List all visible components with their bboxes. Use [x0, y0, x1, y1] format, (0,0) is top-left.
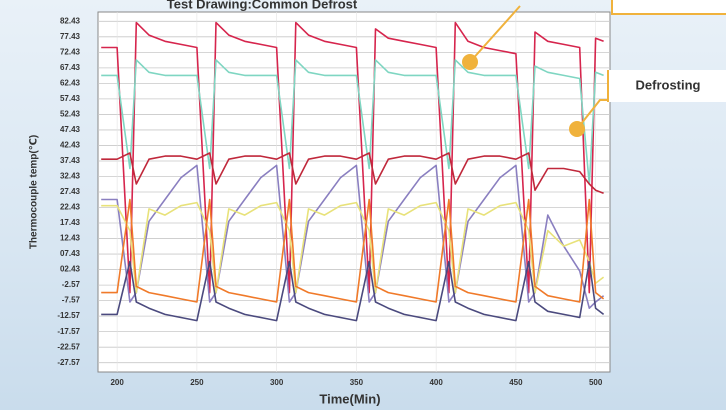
y-tick-label: 02.43 [60, 265, 81, 274]
x-tick-label: 450 [509, 378, 523, 387]
y-tick-label: -2.57 [62, 280, 81, 289]
series-line [101, 152, 604, 195]
x-tick-label: 400 [429, 378, 443, 387]
series-line [101, 59, 604, 185]
x-tick-label: 500 [589, 378, 603, 387]
y-tick-label: -27.57 [57, 358, 80, 367]
y-tick-label: 22.43 [60, 203, 81, 212]
y-tick-label: 07.43 [60, 249, 81, 258]
x-tick-label: 300 [270, 378, 284, 387]
callout-line [576, 99, 608, 130]
x-tick-label: 250 [190, 378, 204, 387]
callout-box [611, 0, 726, 15]
y-tick-label: 77.43 [60, 32, 81, 41]
y-tick-label: 27.43 [60, 187, 81, 196]
callout-dot [569, 121, 585, 137]
y-tick-label: 82.43 [60, 16, 81, 25]
y-tick-label: 47.43 [60, 125, 81, 134]
y-tick-label: -12.57 [57, 311, 80, 320]
y-tick-label: 17.43 [60, 218, 81, 227]
series-line [101, 201, 605, 294]
y-tick-label: 72.43 [60, 47, 81, 56]
series-line [101, 21, 604, 294]
chart-title: Test Drawing:Common Defrost [167, 0, 358, 11]
y-tick-label: 57.43 [60, 94, 81, 103]
y-tick-label: 42.43 [60, 141, 81, 150]
y-tick-label: 62.43 [60, 78, 81, 87]
y-axis-label: Thermocouple temp(℃) [29, 135, 40, 249]
y-tick-label: 67.43 [60, 63, 81, 72]
y-tick-label: -7.57 [62, 296, 81, 305]
x-tick-label: 200 [110, 378, 124, 387]
y-tick-label: 12.43 [60, 234, 81, 243]
y-tick-label: 52.43 [60, 110, 81, 119]
series-line [101, 198, 605, 303]
x-axis-label: Time(Min) [319, 391, 380, 406]
callout-dot [462, 54, 478, 70]
y-tick-label: -17.57 [57, 327, 80, 336]
annotation: Defrosting [636, 77, 701, 92]
series-line [101, 260, 605, 322]
callouts: Defrosting [462, 0, 726, 137]
y-tick-label: 37.43 [60, 156, 81, 165]
series-line [101, 164, 605, 309]
y-tick-label: 32.43 [60, 172, 81, 181]
callout-line [469, 5, 521, 63]
y-tick-label: -22.57 [57, 342, 80, 351]
callout-box [608, 70, 726, 102]
x-tick-label: 350 [350, 378, 364, 387]
